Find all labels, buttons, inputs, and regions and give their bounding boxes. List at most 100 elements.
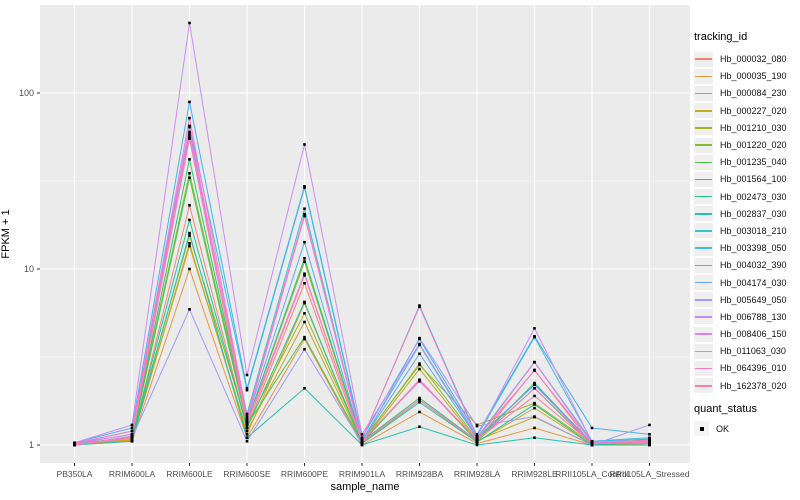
legend-entry-label: Hb_003018_210 [720, 225, 787, 236]
legend-key [694, 103, 713, 119]
data-point [590, 443, 594, 447]
legend-key [694, 171, 713, 187]
data-point [475, 433, 479, 436]
data-point [360, 442, 364, 445]
legend-key-line-icon [695, 144, 712, 146]
x-tick-label-RRIM928LE: RRIM928LE [511, 469, 558, 479]
data-point [533, 403, 536, 406]
data-point [130, 438, 134, 442]
data-point [360, 436, 364, 440]
legend-key-line-icon [695, 281, 712, 284]
data-point [475, 442, 479, 445]
data-point [533, 383, 536, 387]
legend-tracking-entries: Hb_000032_080 Hb_000035_190 Hb_000084_230 H… [694, 51, 787, 395]
legend-entry-label: Hb_004174_030 [720, 277, 787, 288]
legend-key-line-icon [695, 161, 712, 164]
data-point [245, 433, 249, 436]
legend-entry-label: Hb_011063_030 [720, 346, 786, 357]
data-point [188, 231, 191, 235]
data-point [360, 443, 364, 447]
legend-key [694, 51, 713, 67]
data-point [188, 125, 191, 129]
data-point [303, 281, 306, 285]
legend-key-line-icon [695, 230, 712, 232]
data-point [303, 312, 306, 315]
data-point [245, 420, 249, 424]
x-tick-label-RRIM600LE: RRIM600LE [166, 469, 213, 479]
data-point [475, 440, 479, 444]
data-point [303, 347, 306, 351]
legend-quant-title: quant_status [694, 403, 757, 415]
legend-key [694, 137, 713, 153]
legend-entry-label: Hb_006788_130 [720, 311, 787, 322]
legend-key-line-icon [695, 333, 712, 335]
legend-key [694, 189, 713, 205]
data-point [475, 435, 479, 438]
data-point [73, 442, 76, 445]
data-point [188, 241, 191, 245]
data-point [648, 423, 651, 427]
legend-key [694, 68, 713, 84]
legend-entry-label: Hb_002473_030 [720, 191, 787, 202]
data-point [533, 415, 536, 418]
legend-key [694, 206, 713, 222]
data-point [303, 212, 306, 216]
legend-entry-label: Hb_162378_020 [720, 380, 787, 391]
data-point [188, 137, 191, 140]
data-point [418, 378, 421, 381]
x-tick-label-PB350LA: PB350LA [56, 469, 93, 479]
data-point [418, 342, 421, 346]
data-point [303, 337, 306, 341]
legend-entry-label: Hb_001220_020 [720, 140, 787, 151]
data-point [188, 204, 191, 207]
data-point [303, 260, 306, 264]
data-point [533, 327, 536, 330]
data-point [130, 423, 134, 427]
data-point [303, 185, 306, 188]
data-point [475, 443, 479, 447]
legend-key [694, 343, 713, 359]
legend-entry-Hb_005649_050: Hb_005649_050 [694, 291, 787, 308]
data-point [303, 240, 306, 244]
data-point [418, 398, 421, 402]
data-point [475, 424, 479, 428]
legend-key-line-icon [695, 75, 712, 78]
data-point [130, 436, 134, 440]
data-point [648, 433, 651, 436]
legend-entry-Hb_004174_030: Hb_004174_030 [694, 274, 787, 291]
legend-key-line-icon [695, 109, 712, 112]
legend-entry-Hb_001220_020: Hb_001220_020 [694, 136, 787, 153]
data-point [590, 442, 594, 445]
x-tick-label-RRIM600SE: RRIM600SE [223, 469, 271, 479]
data-point [188, 234, 191, 237]
x-tick-label-RRII105LA_Stressed: RRII105LA_Stressed [609, 469, 690, 479]
legend-entry-Hb_006788_130: Hb_006788_130 [694, 308, 787, 325]
legend-entry-label: Hb_003398_050 [720, 243, 787, 254]
data-point [303, 320, 306, 324]
data-point [188, 171, 191, 175]
data-point [648, 443, 651, 447]
legend-key-line-icon [695, 350, 712, 353]
legend-entry-label: Hb_000032_080 [720, 54, 787, 65]
data-point [648, 441, 651, 445]
legend-key-line-icon [695, 213, 712, 215]
x-tick-label-RRIM600LA: RRIM600LA [108, 469, 156, 479]
data-point [73, 443, 76, 447]
data-point [188, 130, 191, 134]
legend-key-line-icon [695, 127, 712, 129]
data-point [533, 406, 536, 410]
x-tick-label-RRIM928BA: RRIM928BA [395, 469, 444, 479]
legend-key [694, 326, 713, 342]
data-point [245, 412, 249, 416]
data-point [533, 334, 536, 338]
data-point [418, 305, 421, 309]
legend-key-line-icon [695, 58, 712, 60]
data-point [418, 352, 421, 356]
legend-entry-Hb_002837_030: Hb_002837_030 [694, 205, 787, 222]
data-point [418, 363, 421, 367]
data-point [475, 438, 479, 442]
data-point [648, 439, 651, 442]
data-point [188, 244, 191, 248]
data-point [648, 437, 651, 441]
x-tick-label-RRIM901LA: RRIM901LA [338, 469, 386, 479]
